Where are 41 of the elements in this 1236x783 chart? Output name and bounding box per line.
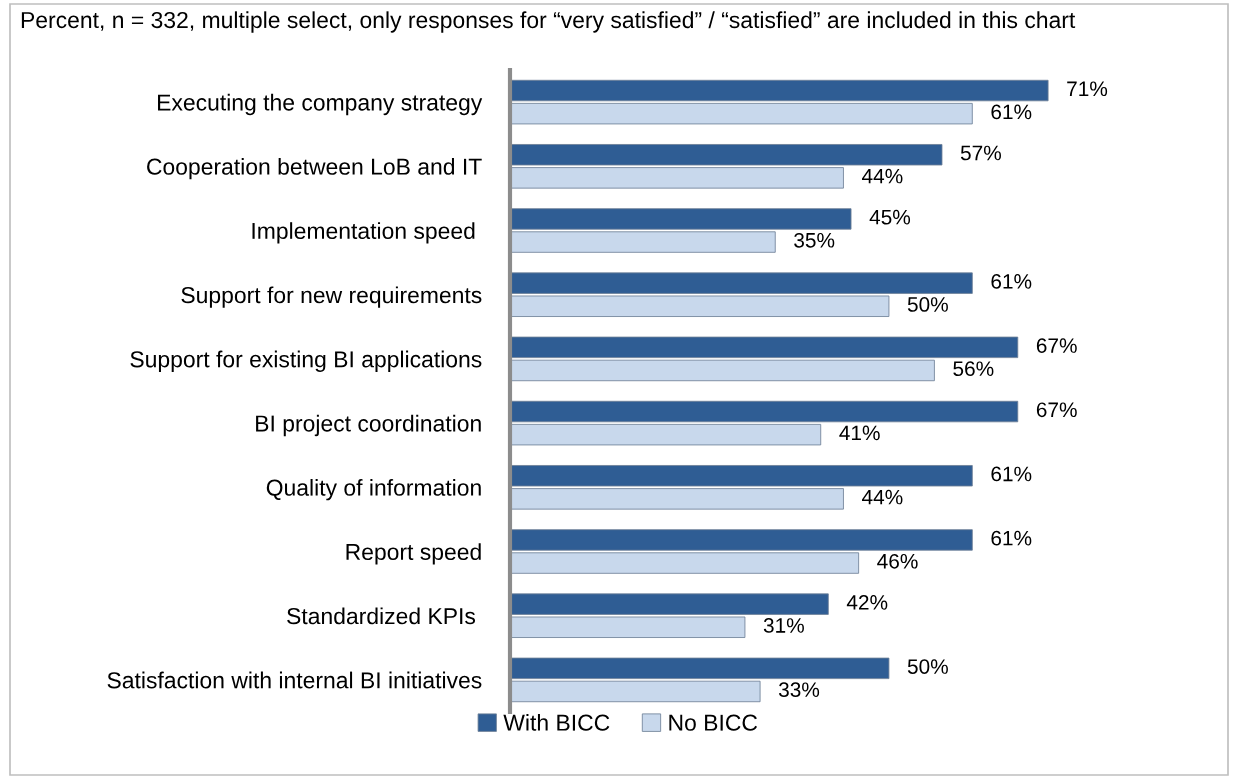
chart-title: Percent, n = 332, multiple select, only responses for “very satisfied” / “satisfied” are included in this chart: [21, 11, 1076, 33]
y-tick-label: BI project coordination: [256, 414, 481, 437]
data-label: 61%: [991, 466, 1032, 482]
data-label: 45%: [869, 209, 911, 225]
data-label: 71%: [1067, 81, 1108, 97]
data-label: 42%: [846, 594, 888, 610]
data-label: 67%: [1036, 402, 1077, 418]
data-label: 44%: [862, 168, 903, 184]
y-tick-label: Support for existing BI applications: [130, 350, 482, 372]
data-label: 46%: [877, 553, 918, 569]
legend-label: With BICC: [503, 714, 610, 731]
data-label: 61%: [991, 530, 1032, 546]
bar: [510, 657, 890, 680]
y-tick-label: Cooperation between LoB and IT: [147, 158, 482, 180]
bar: [510, 359, 935, 382]
data-label: 44%: [862, 489, 903, 505]
y-tick-label: Quality of information: [266, 479, 481, 501]
y-tick-label: Satisfaction with internal BI initiatives: [107, 671, 482, 689]
legend-label: No BICC: [669, 714, 758, 731]
data-label: 50%: [907, 297, 948, 312]
bar: [510, 400, 1019, 423]
data-label: 61%: [991, 273, 1032, 289]
data-label: 41%: [839, 425, 880, 441]
y-tick-label: Report speed: [346, 543, 481, 565]
bar: [510, 79, 1049, 102]
data-label: 56%: [953, 361, 994, 377]
data-label: 50%: [907, 659, 948, 674]
y-tick-label: Support for new requirements: [181, 286, 482, 308]
data-label: 31%: [763, 618, 804, 633]
bar: [510, 102, 973, 125]
y-tick-label: Standardized KPIs: [287, 607, 476, 625]
y-tick-label: Implementation speed: [252, 222, 475, 244]
data-label: 61%: [991, 104, 1032, 120]
bar: [510, 423, 822, 446]
data-label: 35%: [794, 232, 835, 248]
bar: [510, 336, 1019, 359]
data-label: 57%: [960, 145, 1001, 161]
bar: [510, 680, 761, 703]
data-label: 33%: [778, 682, 820, 698]
data-label: 67%: [1036, 338, 1077, 353]
y-tick-label: Executing the company strategy: [158, 93, 483, 116]
